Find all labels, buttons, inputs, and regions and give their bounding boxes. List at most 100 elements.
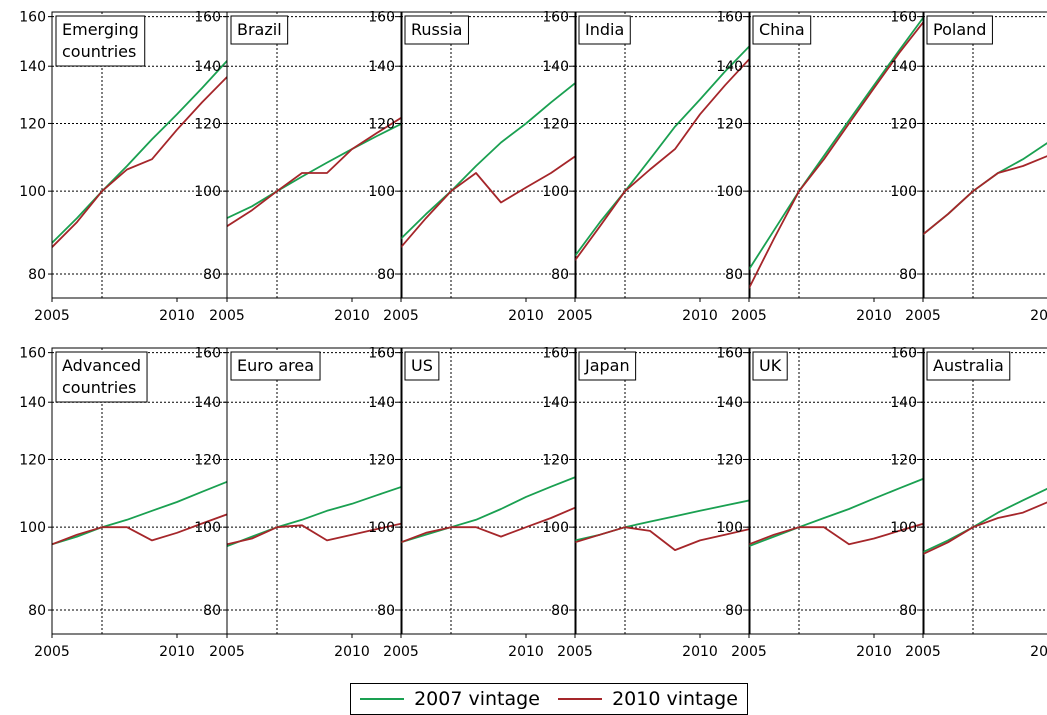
title-line-1: Poland [933,20,986,39]
ytick-label-80: 80 [377,267,395,283]
xtick-label-2005: 2005 [731,308,767,324]
panel-title: China [752,15,812,45]
ytick-label-100: 100 [19,184,46,200]
ytick-label-120: 120 [19,116,46,132]
ytick-label-140: 140 [716,395,743,411]
xtick-label-2010: 2010 [856,644,892,660]
legend-label-2010: 2010 vintage [612,688,738,710]
ytick-label-100: 100 [542,520,569,536]
ytick-label-80: 80 [551,267,569,283]
title-box [55,351,148,403]
xtick-label-2005: 2005 [905,308,941,324]
xtick-label-2005: 2005 [731,644,767,660]
series-line-2007 [401,476,576,544]
title-box [230,351,321,381]
ytick-label-140: 140 [19,395,46,411]
ytick-label-140: 140 [194,59,221,75]
ytick-label-160: 160 [716,10,743,26]
title-line-2: countries [62,42,136,61]
title-box [404,15,469,45]
panel-5: 80 100 120 140 160 2005 2010 China [716,10,925,324]
xtick-label-2005: 2005 [34,644,70,660]
panel-7: 80 100 120 140 160 2005 2010 Advanced countries [19,346,228,660]
series-line-2010 [401,155,576,248]
title-line-1: Australia [933,356,1004,375]
panel-frame [226,347,403,635]
ytick-label-120: 120 [194,116,221,132]
ytick-label-140: 140 [368,395,395,411]
title-line-1: UK [759,356,782,375]
panel-9: 80 100 120 140 160 2005 2010 US [368,346,577,660]
series-line-2010 [227,522,402,546]
ytick-label-100: 100 [716,184,743,200]
xtick-label-2010: 2010 [334,308,370,324]
xtick-label-2010: 2010 [159,308,195,324]
xtick-label-2005: 2005 [34,308,70,324]
panel-10: 80 100 120 140 160 2005 2010 Japan [542,346,751,660]
legend-entry-2010: 2010 vintage [558,688,738,710]
panel-title: Euro area [230,351,321,381]
title-line-1: Japan [584,356,630,375]
xtick-label-2010: 2010 [856,308,892,324]
title-line-1: India [585,20,624,39]
series-line-2007 [749,16,924,270]
panel-frame [748,11,925,299]
xtick-label-2005: 2005 [209,308,245,324]
panel-frame [400,347,577,635]
panel-frame [226,11,403,299]
panel-title: Emerging countries [55,15,146,67]
legend-swatch-2007 [360,698,405,700]
series-line-2007 [227,122,402,219]
panel-frame [400,11,577,299]
series-line-2010 [52,513,227,546]
title-line-1: Advanced [62,356,141,375]
series-line-2007 [401,81,576,240]
ytick-label-80: 80 [899,267,917,283]
ytick-label-160: 160 [194,10,221,26]
xtick-label-2010: 2010 [508,308,544,324]
title-line-2: countries [62,378,136,397]
legend: 2007 vintage 2010 vintage [350,683,748,715]
panel-title: India [578,15,631,45]
ytick-label-120: 120 [890,116,917,132]
series-line-2010 [52,76,227,248]
ytick-label-140: 140 [716,59,743,75]
ytick-label-100: 100 [890,520,917,536]
ytick-label-80: 80 [203,267,221,283]
ytick-label-140: 140 [19,59,46,75]
ytick-label-140: 140 [194,395,221,411]
title-box [578,15,631,45]
panel-4: 80 100 120 140 160 2005 2010 India [542,10,751,324]
ytick-label-120: 120 [194,452,221,468]
legend-entry-2007: 2007 vintage [360,688,540,710]
xtick-label-2010: 2010 [682,644,718,660]
series-line-2007 [52,60,227,244]
ytick-label-80: 80 [28,267,46,283]
panel-11: 80 100 120 140 160 2005 2010 UK [716,346,925,660]
ytick-label-100: 100 [368,520,395,536]
xtick-label-2010: 2010 [1030,644,1047,660]
panel-3: 80 100 120 140 160 2005 2010 Russia [368,10,577,324]
panel-title: Japan [578,351,637,381]
title-box [752,15,812,45]
ytick-label-160: 160 [368,346,395,362]
panel-frame [574,347,751,635]
ytick-label-140: 140 [890,59,917,75]
series-line-2007 [227,485,402,548]
panel-frame [922,347,1047,635]
panel-frame [748,347,925,635]
ytick-label-120: 120 [19,452,46,468]
title-line-1: US [411,356,433,375]
panel-2: 80 100 120 140 160 2005 2010 Brazil [194,10,403,324]
ytick-label-80: 80 [28,603,46,619]
ytick-label-120: 120 [542,116,569,132]
xtick-label-2005: 2005 [557,308,593,324]
ytick-label-160: 160 [368,10,395,26]
series-line-2010 [923,501,1047,555]
panel-12: 80 100 120 140 160 2005 2010 Australia [890,346,1047,660]
title-box [752,351,788,381]
title-box [578,351,637,381]
ytick-label-80: 80 [551,603,569,619]
panel-title: Advanced countries [55,351,148,403]
